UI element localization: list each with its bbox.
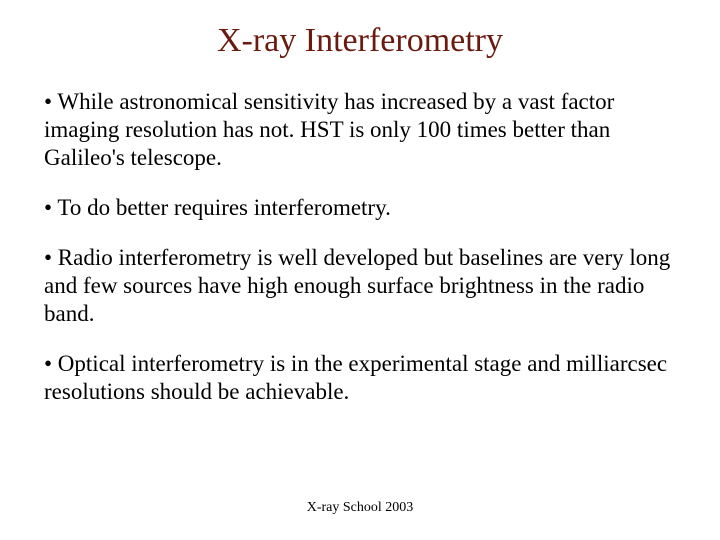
slide-footer: X-ray School 2003	[0, 500, 720, 516]
bullet-item: • While astronomical sensitivity has inc…	[44, 88, 676, 172]
bullet-list: • While astronomical sensitivity has inc…	[44, 88, 676, 406]
slide: X-ray Interferometry • While astronomica…	[0, 0, 720, 540]
slide-title: X-ray Interferometry	[44, 22, 676, 60]
bullet-item: • Radio interferometry is well developed…	[44, 244, 676, 328]
bullet-item: • Optical interferometry is in the exper…	[44, 350, 676, 406]
bullet-item: • To do better requires interferometry.	[44, 194, 676, 222]
